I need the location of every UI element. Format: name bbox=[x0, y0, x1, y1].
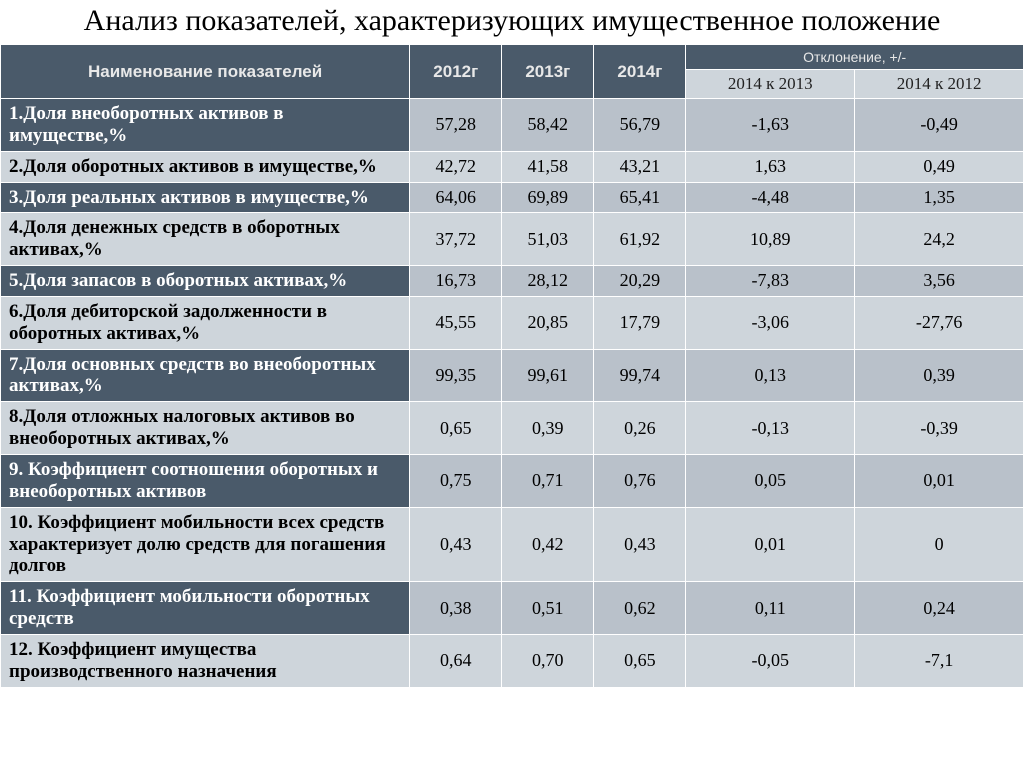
cell-2013: 69,89 bbox=[502, 182, 594, 213]
cell-dev-2014-2013: 0,05 bbox=[686, 454, 855, 507]
cell-dev-2014-2013: -4,48 bbox=[686, 182, 855, 213]
row-label: 9. Коэффициент соотношения оборотных и в… bbox=[1, 454, 410, 507]
cell-2013: 20,85 bbox=[502, 296, 594, 349]
cell-dev-2014-2012: -7,1 bbox=[855, 634, 1024, 687]
col-header-deviation: Отклонение, +/- bbox=[686, 45, 1024, 70]
cell-2014: 0,62 bbox=[594, 582, 686, 635]
cell-2014: 20,29 bbox=[594, 266, 686, 297]
cell-2013: 0,42 bbox=[502, 507, 594, 582]
table-row: 6.Доля дебиторской задолженности в оборо… bbox=[1, 296, 1024, 349]
row-label: 2.Доля оборотных активов в имуществе,% bbox=[1, 151, 410, 182]
table-row: 10. Коэффициент мобильности всех средств… bbox=[1, 507, 1024, 582]
cell-dev-2014-2012: 24,2 bbox=[855, 213, 1024, 266]
col-header-2014: 2014г bbox=[594, 45, 686, 99]
table-row: 12. Коэффициент имущества производственн… bbox=[1, 634, 1024, 687]
cell-dev-2014-2012: 0,24 bbox=[855, 582, 1024, 635]
cell-dev-2014-2013: 0,01 bbox=[686, 507, 855, 582]
col-header-dev-2014-2012: 2014 к 2012 bbox=[855, 70, 1024, 99]
cell-2012: 0,38 bbox=[410, 582, 502, 635]
cell-2014: 61,92 bbox=[594, 213, 686, 266]
row-label: 3.Доля реальных активов в имуществе,% bbox=[1, 182, 410, 213]
cell-dev-2014-2012: 0,01 bbox=[855, 454, 1024, 507]
page-title: Анализ показателей, характеризующих имущ… bbox=[0, 0, 1024, 44]
cell-2012: 45,55 bbox=[410, 296, 502, 349]
cell-2013: 0,70 bbox=[502, 634, 594, 687]
cell-dev-2014-2013: -7,83 bbox=[686, 266, 855, 297]
cell-dev-2014-2012: 0 bbox=[855, 507, 1024, 582]
cell-2013: 58,42 bbox=[502, 99, 594, 152]
cell-dev-2014-2012: 1,35 bbox=[855, 182, 1024, 213]
row-label: 7.Доля основных средств во внеоборотных … bbox=[1, 349, 410, 402]
indicators-table: Наименование показателей 2012г 2013г 201… bbox=[0, 44, 1024, 688]
cell-2014: 65,41 bbox=[594, 182, 686, 213]
cell-2012: 42,72 bbox=[410, 151, 502, 182]
cell-2014: 0,76 bbox=[594, 454, 686, 507]
cell-2013: 0,51 bbox=[502, 582, 594, 635]
cell-2014: 0,65 bbox=[594, 634, 686, 687]
row-label: 10. Коэффициент мобильности всех средств… bbox=[1, 507, 410, 582]
col-header-2012: 2012г bbox=[410, 45, 502, 99]
cell-dev-2014-2012: -27,76 bbox=[855, 296, 1024, 349]
cell-dev-2014-2012: -0,49 bbox=[855, 99, 1024, 152]
cell-dev-2014-2012: -0,39 bbox=[855, 402, 1024, 455]
cell-2012: 0,65 bbox=[410, 402, 502, 455]
table-row: 1.Доля внеоборотных активов в имуществе,… bbox=[1, 99, 1024, 152]
cell-2014: 17,79 bbox=[594, 296, 686, 349]
cell-dev-2014-2012: 0,49 bbox=[855, 151, 1024, 182]
row-label: 5.Доля запасов в оборотных активах,% bbox=[1, 266, 410, 297]
cell-dev-2014-2013: -0,05 bbox=[686, 634, 855, 687]
table-row: 11. Коэффициент мобильности оборотных ср… bbox=[1, 582, 1024, 635]
cell-dev-2014-2013: 0,13 bbox=[686, 349, 855, 402]
col-header-dev-2014-2013: 2014 к 2013 bbox=[686, 70, 855, 99]
cell-2013: 0,39 bbox=[502, 402, 594, 455]
cell-2013: 99,61 bbox=[502, 349, 594, 402]
table-row: 7.Доля основных средств во внеоборотных … bbox=[1, 349, 1024, 402]
cell-dev-2014-2013: 1,63 bbox=[686, 151, 855, 182]
cell-dev-2014-2012: 3,56 bbox=[855, 266, 1024, 297]
row-label: 4.Доля денежных средств в оборотных акти… bbox=[1, 213, 410, 266]
cell-2013: 41,58 bbox=[502, 151, 594, 182]
cell-2012: 0,64 bbox=[410, 634, 502, 687]
table-row: 9. Коэффициент соотношения оборотных и в… bbox=[1, 454, 1024, 507]
cell-2014: 99,74 bbox=[594, 349, 686, 402]
row-label: 1.Доля внеоборотных активов в имуществе,… bbox=[1, 99, 410, 152]
cell-2014: 0,43 bbox=[594, 507, 686, 582]
cell-2012: 99,35 bbox=[410, 349, 502, 402]
col-header-2013: 2013г bbox=[502, 45, 594, 99]
cell-dev-2014-2013: -1,63 bbox=[686, 99, 855, 152]
cell-2012: 64,06 bbox=[410, 182, 502, 213]
cell-2013: 0,71 bbox=[502, 454, 594, 507]
row-label: 6.Доля дебиторской задолженности в оборо… bbox=[1, 296, 410, 349]
cell-2012: 57,28 bbox=[410, 99, 502, 152]
cell-dev-2014-2013: -3,06 bbox=[686, 296, 855, 349]
col-header-name: Наименование показателей bbox=[1, 45, 410, 99]
cell-dev-2014-2013: 0,11 bbox=[686, 582, 855, 635]
cell-2013: 51,03 bbox=[502, 213, 594, 266]
row-label: 12. Коэффициент имущества производственн… bbox=[1, 634, 410, 687]
table-row: 8.Доля отложных налоговых активов во вне… bbox=[1, 402, 1024, 455]
table-row: 3.Доля реальных активов в имуществе,%64,… bbox=[1, 182, 1024, 213]
cell-2013: 28,12 bbox=[502, 266, 594, 297]
table-body: 1.Доля внеоборотных активов в имуществе,… bbox=[1, 99, 1024, 688]
cell-dev-2014-2012: 0,39 bbox=[855, 349, 1024, 402]
cell-2012: 37,72 bbox=[410, 213, 502, 266]
row-label: 11. Коэффициент мобильности оборотных ср… bbox=[1, 582, 410, 635]
table-row: 4.Доля денежных средств в оборотных акти… bbox=[1, 213, 1024, 266]
row-label: 8.Доля отложных налоговых активов во вне… bbox=[1, 402, 410, 455]
cell-2014: 56,79 bbox=[594, 99, 686, 152]
cell-2012: 16,73 bbox=[410, 266, 502, 297]
table-row: 5.Доля запасов в оборотных активах,%16,7… bbox=[1, 266, 1024, 297]
cell-2014: 43,21 bbox=[594, 151, 686, 182]
table-row: 2.Доля оборотных активов в имуществе,%42… bbox=[1, 151, 1024, 182]
cell-2012: 0,43 bbox=[410, 507, 502, 582]
cell-2012: 0,75 bbox=[410, 454, 502, 507]
cell-2014: 0,26 bbox=[594, 402, 686, 455]
cell-dev-2014-2013: 10,89 bbox=[686, 213, 855, 266]
cell-dev-2014-2013: -0,13 bbox=[686, 402, 855, 455]
